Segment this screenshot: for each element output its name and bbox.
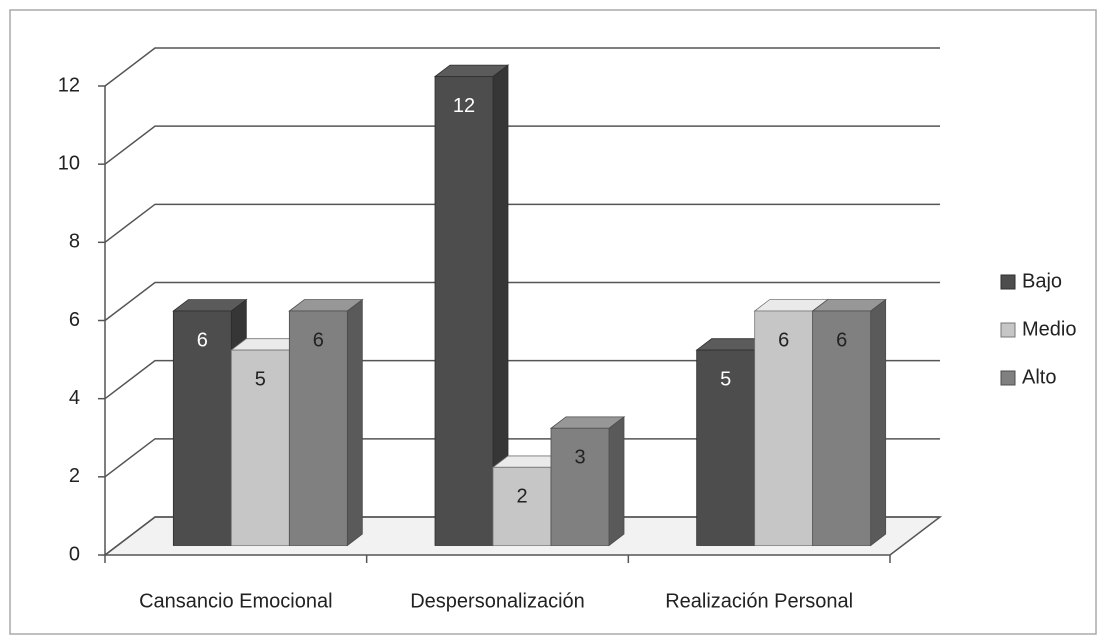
bar-side	[346, 298, 363, 547]
legend-label: Bajo	[1022, 270, 1062, 292]
data-label: 6	[313, 329, 324, 351]
data-label: 5	[720, 368, 731, 390]
x-tick-label: Cansancio Emocional	[139, 590, 332, 612]
bar	[549, 416, 626, 547]
grid-line	[104, 359, 940, 400]
y-tick-label: 2	[69, 465, 80, 487]
grid-line	[104, 203, 940, 243]
grid-line	[104, 47, 940, 87]
legend-label: Alto	[1022, 366, 1056, 388]
data-label: 6	[836, 329, 847, 351]
data-label: 6	[197, 329, 208, 351]
grid-line	[104, 125, 940, 165]
data-label: 6	[778, 329, 789, 351]
x-tick-label: Realización Personal	[665, 590, 853, 612]
x-tick-label: Despersonalización	[410, 590, 585, 612]
grid-line	[104, 438, 940, 478]
legend-swatch	[1000, 274, 1016, 290]
y-tick-label: 4	[69, 387, 80, 409]
grid-line	[104, 281, 940, 322]
y-tick-label: 10	[58, 152, 80, 174]
bar-front	[812, 310, 872, 546]
bar-side	[608, 416, 625, 547]
data-label: 12	[453, 95, 475, 117]
y-tick-label: 12	[58, 74, 80, 96]
bar-front	[434, 76, 494, 546]
legend-label: Medio	[1022, 318, 1076, 340]
y-tick-label: 8	[69, 231, 80, 253]
bar	[433, 64, 510, 547]
data-label: 2	[516, 486, 527, 508]
bar-front	[288, 310, 348, 546]
bar-front	[172, 310, 232, 546]
grid-line	[104, 516, 940, 556]
data-label: 3	[574, 447, 585, 469]
legend-swatch	[1000, 322, 1016, 338]
data-label: 5	[255, 368, 266, 390]
bar-side	[870, 298, 887, 547]
bar	[811, 298, 887, 547]
bar-front	[550, 427, 610, 546]
bar	[288, 298, 364, 547]
legend-swatch	[1000, 370, 1016, 386]
y-tick-label: 6	[69, 309, 80, 331]
y-tick-label: 0	[69, 543, 80, 565]
